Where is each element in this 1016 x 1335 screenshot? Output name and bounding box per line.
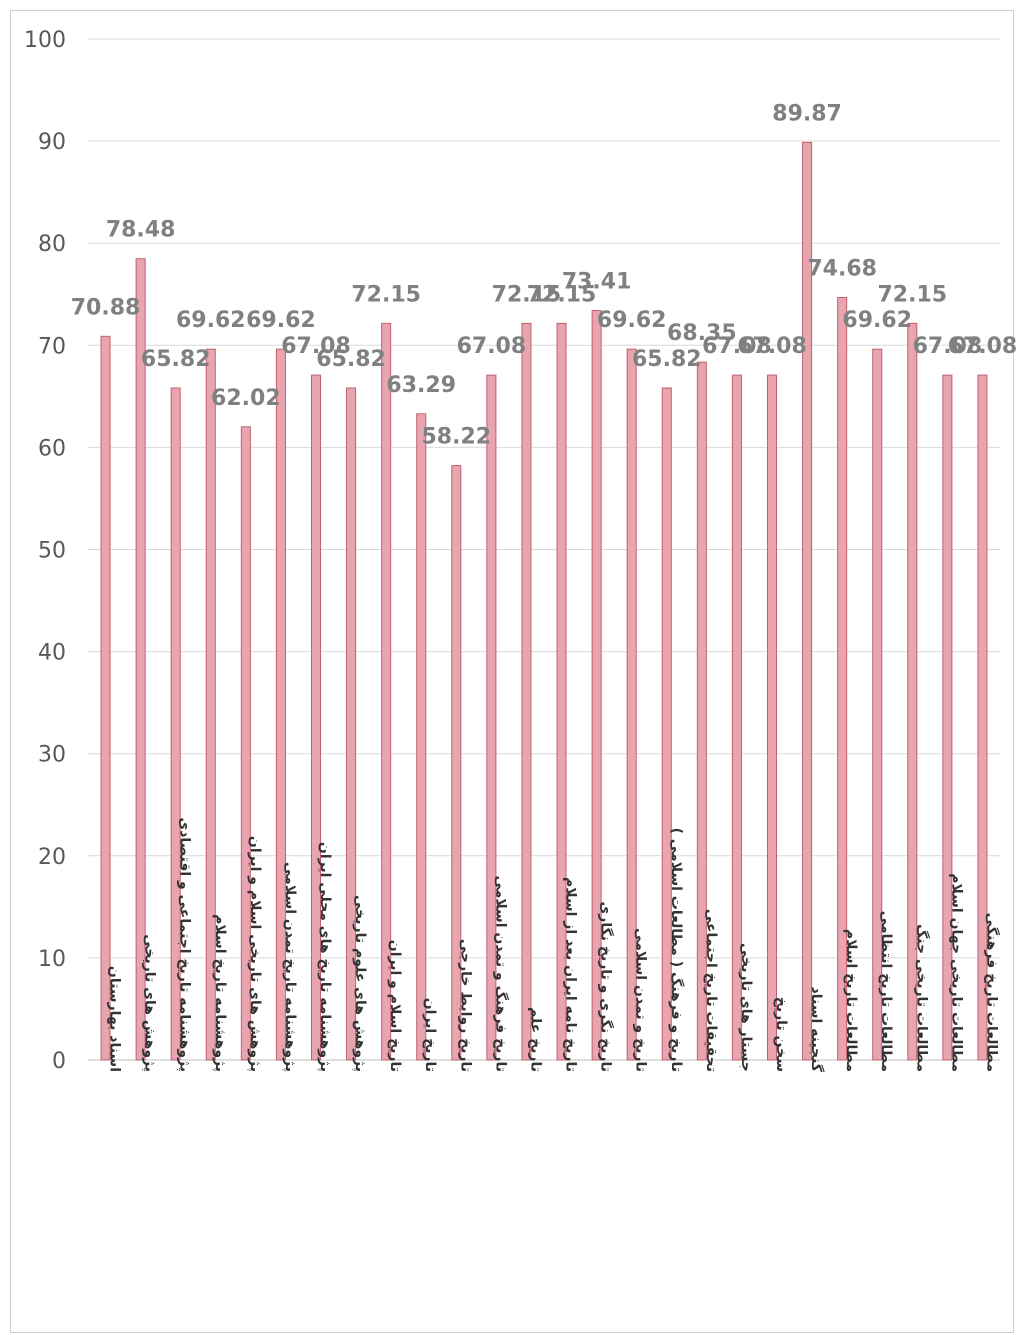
category-label: تاریخ ایران (422, 998, 438, 1072)
bar (521, 322, 532, 1061)
data-label: 65.82 (316, 347, 386, 372)
category-label: پژوهشنامه تاریخ تمدن اسلامی (282, 862, 298, 1072)
y-tick-label: 20 (38, 845, 66, 870)
bar (416, 413, 427, 1061)
bar (661, 387, 672, 1061)
bar (451, 465, 462, 1061)
bar (767, 374, 777, 1061)
data-label: 72.15 (492, 282, 562, 307)
data-label: 78.48 (106, 218, 176, 243)
y-tick-label: 30 (38, 743, 66, 768)
y-tick-label: 90 (38, 130, 66, 155)
bar (696, 361, 707, 1061)
data-label: 70.88 (71, 295, 141, 320)
y-tick-label: 70 (38, 334, 66, 359)
data-label: 67.08 (948, 334, 1016, 359)
bar (100, 335, 111, 1061)
gridlines (88, 38, 1000, 1061)
y-tick-label: 50 (38, 539, 66, 564)
bar (135, 258, 146, 1061)
bar (591, 309, 602, 1061)
y-tick-label: 60 (38, 436, 66, 461)
category-label: مطالعات تاریخ فرهنگی (983, 913, 1000, 1072)
bar (205, 348, 216, 1061)
bar (872, 348, 883, 1061)
bars (100, 141, 988, 1061)
category-label: جستار های تاریخی (738, 943, 754, 1072)
bar (240, 426, 251, 1061)
data-label: 67.08 (281, 334, 351, 359)
data-label: 69.62 (597, 308, 667, 333)
category-label: پژوهشنامه تاریخ اسلام (212, 914, 228, 1072)
y-axis-ticks: 0 10 20 30 40 50 60 70 80 90 100 (24, 28, 66, 1074)
bar (977, 374, 988, 1061)
category-label: مطالعات تاریخ اسلام (843, 929, 859, 1072)
category-label: اسناد بهارستان (107, 966, 123, 1072)
bar (837, 297, 848, 1061)
data-label: 58.22 (422, 425, 492, 450)
data-label: 69.62 (246, 308, 316, 333)
bar (346, 387, 357, 1061)
data-label: 63.29 (386, 373, 456, 398)
data-label: 72.15 (527, 282, 597, 307)
category-label: تاریخ و فرهنگ ( مطالعات اسلامی ) (668, 828, 685, 1072)
bar (275, 348, 286, 1061)
category-label: تحقیقات تاریخ اجتماعی (703, 909, 719, 1072)
category-label: پژوهشنامه تاریخ اجتماعی و اقتصادی (177, 817, 193, 1072)
data-label: 89.87 (772, 101, 842, 126)
data-label: 65.82 (632, 347, 702, 372)
bar (907, 322, 918, 1061)
data-label: 69.62 (176, 308, 246, 333)
bar (170, 387, 181, 1061)
category-label: مطالعات تاریخی جهان اسلام (948, 873, 964, 1072)
category-label: مطالعات تاریخ انتظامی (878, 911, 894, 1072)
data-label: 67.08 (913, 334, 983, 359)
category-label: تاریخ روابط خارجی (457, 939, 473, 1072)
category-label: تاریخ نگری و تاریخ نگاری (598, 901, 615, 1072)
y-tick-label: 0 (52, 1049, 66, 1074)
bar (486, 374, 497, 1061)
category-label: پژوهشنامه تاریخ های محلی ایران (317, 842, 333, 1072)
data-label: 73.41 (562, 269, 632, 294)
data-label: 65.82 (141, 347, 211, 372)
data-label: 69.62 (842, 308, 912, 333)
bar (942, 374, 953, 1061)
category-label: تاریخ علم (527, 1007, 543, 1072)
y-tick-label: 80 (38, 232, 66, 257)
category-label: گنجینه اسناد (808, 987, 825, 1073)
bar (802, 141, 813, 1061)
data-label: 62.02 (211, 386, 281, 411)
y-tick-label: 40 (38, 641, 66, 666)
category-label: تاریخ اسلام و ایران (387, 940, 403, 1072)
category-label: مطالعات تاریخی جنگ (913, 924, 930, 1072)
y-tick-label: 100 (24, 28, 66, 53)
data-label: 72.15 (351, 282, 421, 307)
category-label: پژوهش های تاریخی اسلام و ایران (247, 836, 263, 1072)
data-label: 68.35 (667, 321, 737, 346)
data-labels: 70.8878.4865.8269.6262.0269.6267.0865.82… (71, 101, 1016, 449)
chart-frame (10, 10, 1014, 1333)
bar (381, 322, 392, 1061)
bar (556, 322, 567, 1061)
category-label: تاریخ و تمدن اسلامی (633, 928, 649, 1072)
bar (311, 374, 321, 1061)
category-label: پژوهش های تاریخی (142, 934, 158, 1072)
category-labels: اسناد بهارستان پژوهش های تاریخی پژوهشنامه … (107, 817, 1001, 1072)
data-label: 67.08 (737, 334, 807, 359)
category-label: پژوهش های علوم تاریخی (352, 895, 368, 1072)
data-label: 72.15 (878, 282, 948, 307)
data-label: 74.68 (807, 257, 877, 282)
bar (626, 348, 637, 1061)
y-tick-label: 10 (38, 947, 66, 972)
category-label: تاریخ نامه ایران بعد از اسلام (563, 877, 579, 1072)
category-label: تاریخ فرهنگ و تمدن اسلامی (492, 876, 509, 1072)
data-label: 67.08 (702, 334, 772, 359)
category-label: سخن تاریخ (773, 997, 789, 1072)
bar (731, 374, 742, 1061)
data-label: 67.08 (457, 334, 527, 359)
